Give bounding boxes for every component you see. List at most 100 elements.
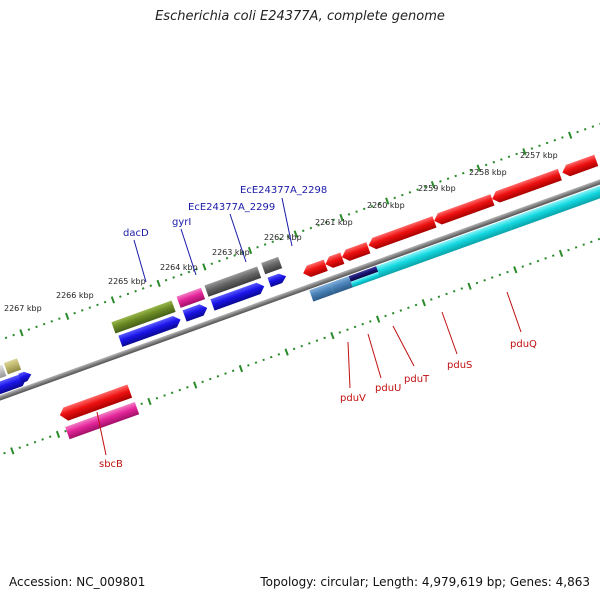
tick-labels: 2257 kbp 2258 kbp 2259 kbp 2260 kbp 2261…: [4, 151, 558, 313]
minor-tick-dot: [324, 221, 328, 224]
gene-gyrI: [176, 287, 206, 308]
leader-dacD: [133, 239, 147, 283]
tick-label-2263: 2263 kbp: [212, 248, 250, 257]
minor-tick-dot: [178, 388, 182, 392]
leader-pduQ: [506, 291, 522, 333]
minor-tick-dot: [195, 267, 198, 271]
minor-tick-dot: [452, 289, 456, 293]
minor-tick-dot: [271, 240, 275, 244]
minor-tick-dot: [254, 361, 258, 364]
minor-tick-dot: [490, 276, 494, 279]
minor-tick-dot: [384, 314, 387, 318]
minor-tick-dot: [286, 235, 290, 238]
tick-label-2258: 2258 kbp: [469, 168, 507, 177]
minor-tick-dot: [529, 262, 532, 266]
major-tick-mark: [284, 348, 289, 356]
minor-tick-dot: [88, 306, 92, 309]
gene-blue-far-left: [0, 374, 27, 400]
figure-title: Escherichia coli E24377A, complete genom…: [155, 9, 445, 24]
minor-tick-dot: [445, 292, 448, 296]
minor-tick-dot: [591, 125, 595, 128]
minor-tick-dot: [263, 243, 267, 246]
major-tick-mark: [110, 296, 116, 304]
minor-tick-dot: [33, 440, 37, 444]
gene-pduQ: [507, 181, 600, 231]
minor-tick-dot: [140, 402, 143, 406]
gene-red-pduQ-upper-c: [562, 154, 599, 177]
label-pduT: pduT: [404, 374, 430, 385]
minor-tick-dot: [361, 322, 364, 326]
major-tick-mark: [147, 397, 152, 406]
minor-tick-dot: [12, 333, 15, 337]
minor-tick-dot: [507, 155, 511, 159]
minor-tick-dot: [224, 372, 227, 375]
major-tick-mark: [193, 381, 198, 389]
gene-labels: dacD gyrI EcE24377A_2299 EcE24377A_2298 …: [96, 185, 537, 470]
minor-tick-dot: [338, 331, 342, 334]
label-dacD: dacD: [123, 228, 149, 239]
minor-tick-dot: [515, 152, 518, 156]
major-tick-mark: [10, 447, 15, 455]
minor-tick-dot: [393, 196, 396, 200]
minor-tick-dot: [126, 292, 130, 296]
label-pduV: pduV: [340, 393, 366, 404]
gene-pduU: [329, 276, 353, 295]
major-tick-mark: [202, 263, 207, 271]
minor-tick-dot: [58, 317, 61, 320]
minor-tick-dot: [216, 375, 220, 378]
minor-tick-dot: [210, 262, 214, 266]
gene-dacD: [111, 300, 176, 334]
minor-tick-dot: [41, 438, 44, 441]
minor-tick-dot: [233, 254, 236, 257]
minor-tick-dot: [423, 185, 427, 189]
minor-tick-dot: [545, 141, 549, 145]
label-sbcB: sbcB: [99, 459, 123, 470]
gene-blue-gyrI-adjacent: [182, 304, 208, 322]
tick-label-2257: 2257 kbp: [520, 151, 558, 160]
minor-tick-dot: [391, 311, 395, 315]
label-pduS: pduS: [447, 360, 472, 371]
leader-pduT: [392, 325, 415, 367]
minor-tick-dot: [483, 279, 486, 282]
major-tick-mark: [467, 282, 472, 290]
label-ece2299: EcE24377A_2299: [188, 202, 275, 213]
tick-label-2264: 2264 kbp: [160, 263, 198, 272]
tick-label-2260: 2260 kbp: [367, 201, 405, 210]
label-pduQ: pduQ: [510, 339, 537, 350]
minor-tick-dot: [369, 320, 372, 323]
minor-tick-dot: [231, 369, 235, 373]
minor-tick-dot: [119, 295, 122, 298]
minor-tick-dot: [134, 289, 137, 293]
minor-tick-dot: [208, 377, 212, 381]
minor-tick-dot: [492, 160, 496, 164]
major-tick-mark: [238, 364, 244, 373]
minor-tick-dot: [218, 259, 221, 263]
leader-pduU: [367, 333, 382, 379]
minor-tick-dot: [506, 270, 509, 274]
minor-tick-dot: [149, 284, 153, 287]
major-tick-mark: [375, 315, 381, 323]
minor-tick-dot: [309, 226, 313, 230]
gene-pduT: [348, 265, 380, 282]
minor-tick-dot: [256, 245, 259, 249]
label-gyrI: gyrI: [172, 217, 191, 228]
minor-tick-dot: [530, 147, 534, 150]
gene-khaki: [3, 358, 22, 375]
major-tick-mark: [476, 164, 481, 172]
label-ece2298: EcE24377A_2298: [240, 185, 327, 196]
minor-tick-dot: [323, 336, 326, 340]
tick-label-2265: 2265 kbp: [108, 277, 146, 286]
minor-tick-dot: [469, 169, 473, 172]
minor-tick-dot: [553, 138, 557, 142]
major-tick-mark: [156, 279, 161, 288]
minor-tick-dot: [538, 144, 541, 148]
gene-blue-ece2299-adjacent: [210, 282, 265, 311]
major-tick-mark: [513, 266, 518, 274]
minor-tick-dot: [225, 256, 229, 260]
minor-tick-dot: [439, 180, 442, 183]
leader-sbcB: [96, 411, 107, 456]
minor-tick-dot: [186, 386, 189, 389]
leader-ece2298: [281, 197, 293, 247]
minor-tick-dot: [430, 298, 433, 301]
